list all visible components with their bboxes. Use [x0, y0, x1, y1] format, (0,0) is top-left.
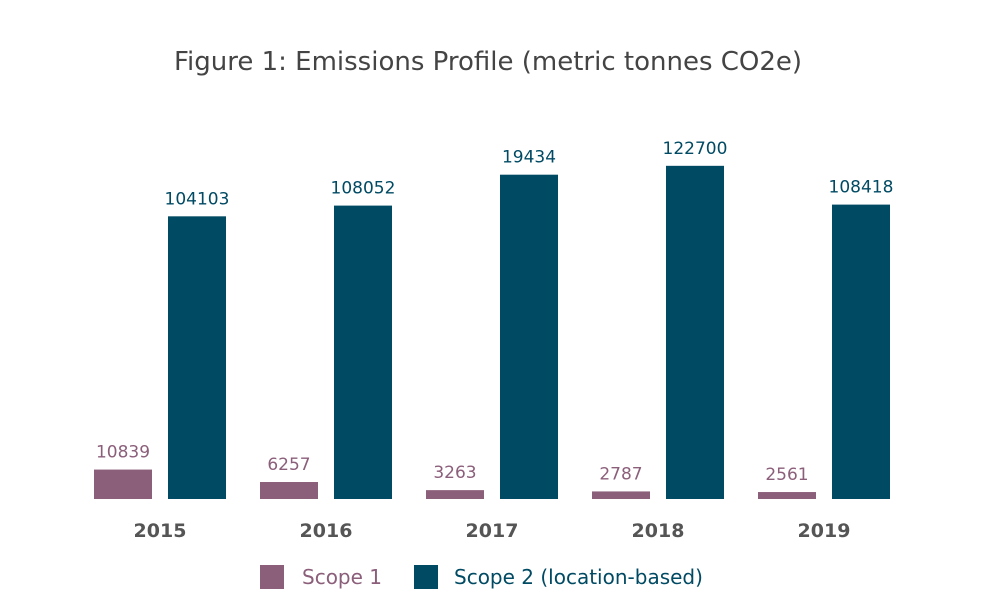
data-label-scope2-2015: 104103: [165, 189, 230, 209]
bar-scope1-2016: [260, 482, 318, 499]
data-label-scope2-2016: 108052: [331, 179, 396, 199]
bar-scope2-2017: [500, 174, 558, 500]
value-labels-layer: 10839 6257 3263 2787 2561 104103 108052 19434 12…: [96, 139, 894, 485]
bar-scope2-2019: [832, 204, 890, 499]
bar-scope2-2015: [168, 216, 226, 499]
data-label-scope1-2017: 3263: [433, 463, 476, 483]
x-tick-label-2017: 2017: [466, 520, 519, 542]
legend-item-scope1[interactable]: Scope 1: [260, 565, 382, 589]
x-tick-label-2015: 2015: [134, 520, 187, 542]
legend[interactable]: Scope 1 Scope 2 (location-based): [260, 565, 703, 589]
bar-scope2-2018: [666, 165, 724, 499]
x-tick-label-2018: 2018: [632, 520, 685, 542]
bar-scope1-2017: [426, 490, 484, 499]
legend-item-scope2[interactable]: Scope 2 (location-based): [414, 565, 703, 589]
legend-swatch-scope2: [414, 565, 438, 589]
data-label-scope2-2017: 19434: [502, 148, 556, 168]
data-label-scope1-2018: 2787: [599, 464, 642, 484]
x-tick-label-2016: 2016: [300, 520, 353, 542]
bar-scope2-2016: [334, 205, 392, 499]
bar-scope1-2015: [94, 469, 152, 499]
legend-swatch-scope1: [260, 565, 284, 589]
data-label-scope1-2016: 6257: [267, 455, 310, 475]
bars-layer: [94, 165, 890, 500]
chart-title: Figure 1: Emissions Profile (metric tonn…: [174, 47, 802, 77]
data-label-scope2-2019: 108418: [829, 178, 894, 198]
x-tick-label-2019: 2019: [798, 520, 851, 542]
data-label-scope1-2019: 2561: [765, 465, 808, 485]
legend-label-scope2: Scope 2 (location-based): [454, 565, 703, 589]
bar-scope1-2018: [592, 491, 650, 499]
x-tick-labels: 2015 2016 2017 2018 2019: [134, 520, 851, 542]
bar-scope1-2019: [758, 492, 816, 499]
legend-label-scope1: Scope 1: [302, 565, 382, 589]
data-label-scope1-2015: 10839: [96, 443, 150, 463]
data-label-scope2-2018: 122700: [663, 139, 728, 159]
